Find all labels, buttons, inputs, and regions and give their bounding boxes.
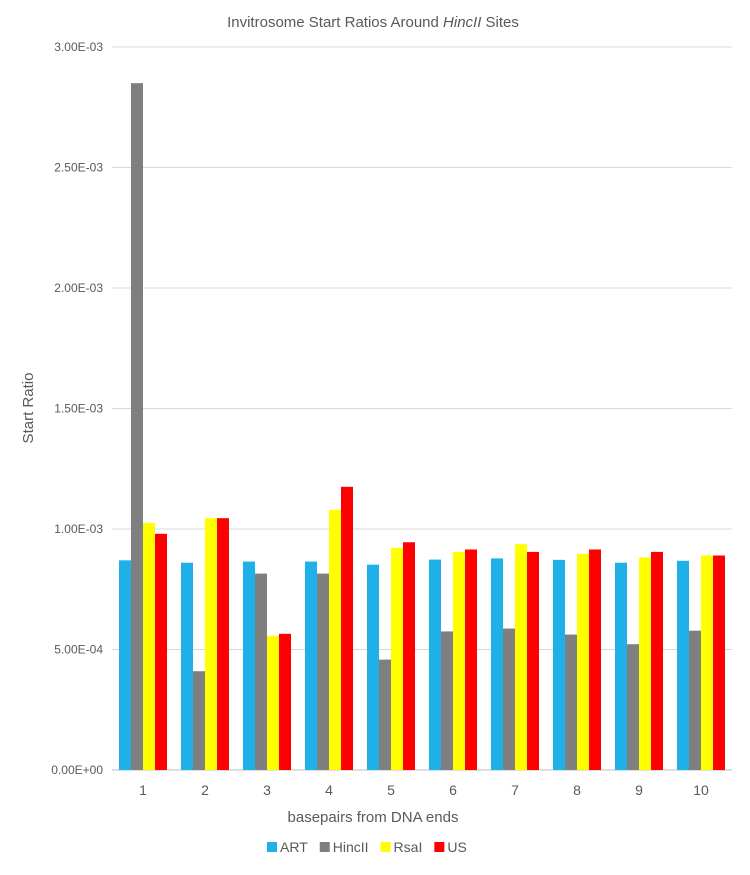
- x-tick-labels: 1 2 3 4 5 6 7 8 9 10: [139, 782, 709, 798]
- y-tick-label: 2.00E-03: [54, 281, 103, 295]
- bar-us-9: [651, 551, 663, 770]
- chart-title: Invitrosome Start Ratios Around HincII S…: [227, 14, 519, 31]
- bars: [119, 83, 725, 770]
- bar-us-1: [155, 533, 167, 770]
- bar-hincii-7: [503, 628, 515, 770]
- bar-rsai-3: [267, 635, 279, 770]
- y-tick-label: 0.00E+00: [51, 763, 103, 777]
- legend-swatch-hincii: [319, 842, 330, 852]
- bar-art-2: [181, 562, 193, 770]
- legend-label-art: ART: [280, 839, 308, 855]
- bar-hincii-8: [565, 634, 577, 770]
- legend-swatch-us: [434, 842, 445, 852]
- x-axis-label: basepairs from DNA ends: [288, 809, 459, 826]
- bar-art-1: [119, 560, 131, 770]
- bar-rsai-1: [143, 522, 155, 770]
- x-tick-label: 10: [693, 782, 709, 798]
- bar-rsai-8: [577, 553, 589, 770]
- bar-us-2: [217, 518, 229, 770]
- legend: ART HincII RsaI US: [267, 839, 467, 855]
- y-tick-label: 1.00E-03: [54, 522, 103, 536]
- bar-art-8: [553, 559, 565, 770]
- bar-rsai-5: [391, 547, 403, 770]
- y-tick-label: 1.50E-03: [54, 402, 103, 416]
- legend-swatch-rsai: [380, 842, 391, 852]
- x-tick-label: 8: [573, 782, 581, 798]
- bar-us-5: [403, 542, 415, 770]
- y-tick-label: 2.50E-03: [54, 161, 103, 175]
- y-tick-label: 3.00E-03: [54, 40, 103, 54]
- legend-label-us: US: [447, 839, 466, 855]
- bar-art-3: [243, 561, 255, 770]
- bar-us-4: [341, 486, 353, 770]
- x-tick-label: 2: [201, 782, 209, 798]
- bar-hincii-4: [317, 573, 329, 770]
- bar-hincii-5: [379, 659, 391, 770]
- bar-us-6: [465, 549, 477, 770]
- x-tick-label: 1: [139, 782, 147, 798]
- chart-title-italic: HincII: [443, 14, 481, 31]
- x-tick-label: 4: [325, 782, 333, 798]
- bar-art-7: [491, 558, 503, 770]
- y-axis-label: Start Ratio: [20, 373, 37, 444]
- y-tick-labels: 0.00E+00 5.00E-04 1.00E-03 1.50E-03 2.00E-03…: [51, 40, 103, 777]
- bar-rsai-6: [453, 551, 465, 770]
- x-tick-label: 5: [387, 782, 395, 798]
- x-tick-label: 6: [449, 782, 457, 798]
- bar-us-3: [279, 633, 291, 770]
- bar-hincii-6: [441, 631, 453, 770]
- bar-rsai-10: [701, 555, 713, 770]
- bar-hincii-3: [255, 573, 267, 770]
- bar-us-8: [589, 549, 601, 770]
- legend-label-rsai: RsaI: [394, 839, 423, 855]
- x-tick-label: 9: [635, 782, 643, 798]
- legend-label-hincii: HincII: [333, 839, 369, 855]
- bar-art-9: [615, 562, 627, 770]
- y-tick-label: 5.00E-04: [54, 643, 103, 657]
- bar-art-5: [367, 564, 379, 770]
- bar-art-4: [305, 561, 317, 770]
- x-tick-label: 7: [511, 782, 519, 798]
- bar-rsai-2: [205, 518, 217, 770]
- bar-rsai-7: [515, 544, 527, 770]
- bar-rsai-9: [639, 557, 651, 770]
- bar-rsai-4: [329, 509, 341, 770]
- bar-hincii-1: [131, 83, 143, 770]
- bar-us-7: [527, 551, 539, 770]
- bar-hincii-2: [193, 671, 205, 770]
- legend-swatch-art: [267, 842, 277, 852]
- bar-art-6: [429, 559, 441, 770]
- bar-us-10: [713, 555, 725, 770]
- bar-hincii-9: [627, 644, 639, 770]
- bar-hincii-10: [689, 630, 701, 770]
- bar-art-10: [677, 560, 689, 770]
- x-tick-label: 3: [263, 782, 271, 798]
